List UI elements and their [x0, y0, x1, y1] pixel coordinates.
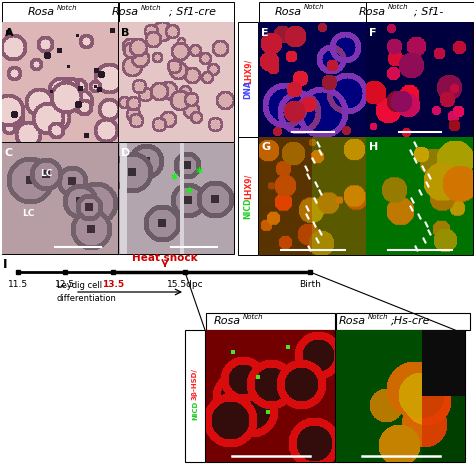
Bar — [119, 143, 234, 254]
Text: Notch: Notch — [141, 4, 162, 10]
Text: H: H — [368, 143, 378, 153]
Text: differentiation: differentiation — [57, 294, 117, 303]
Text: Notch: Notch — [368, 314, 389, 320]
Bar — [238, 137, 258, 255]
Bar — [259, 2, 366, 22]
Bar — [259, 22, 366, 137]
Text: D: D — [121, 148, 131, 158]
Bar — [2, 22, 118, 142]
Text: A: A — [4, 27, 13, 37]
Text: 13.5: 13.5 — [102, 280, 124, 289]
Text: Rosa: Rosa — [359, 7, 386, 17]
Bar — [185, 330, 205, 462]
Bar — [238, 22, 258, 137]
Text: F: F — [368, 27, 376, 37]
Bar — [336, 330, 465, 462]
Text: Rosa: Rosa — [339, 316, 366, 326]
Text: Rosa: Rosa — [28, 7, 55, 17]
Bar — [259, 137, 366, 255]
Text: 3β-HSD/: 3β-HSD/ — [192, 368, 198, 400]
Text: *: * — [196, 166, 203, 181]
Text: ; Sf1-cre: ; Sf1-cre — [169, 7, 216, 17]
Text: Birth: Birth — [299, 280, 321, 289]
Bar — [119, 2, 234, 22]
Text: Rosa: Rosa — [112, 7, 139, 17]
Text: ;Hs-cre: ;Hs-cre — [391, 316, 430, 326]
Text: DNA: DNA — [244, 80, 253, 99]
Text: ; Sf1-: ; Sf1- — [414, 7, 443, 17]
Text: 11.5: 11.5 — [8, 280, 28, 289]
Text: 12.5: 12.5 — [55, 280, 75, 289]
Text: LHX9/: LHX9/ — [244, 173, 253, 199]
Text: Leydig cell: Leydig cell — [57, 281, 102, 290]
Bar — [2, 2, 118, 22]
Bar — [119, 22, 234, 142]
Text: LHX9/: LHX9/ — [244, 59, 253, 84]
Bar — [366, 2, 474, 22]
Text: Notch: Notch — [304, 4, 324, 10]
Bar — [206, 313, 335, 330]
Text: Heat shock: Heat shock — [132, 253, 198, 263]
Bar — [2, 143, 118, 254]
Bar — [366, 22, 473, 137]
Bar — [336, 313, 470, 330]
Text: NICD: NICD — [244, 197, 253, 219]
Text: Rosa: Rosa — [274, 7, 302, 17]
Text: *: * — [171, 172, 178, 185]
Text: B: B — [121, 27, 130, 37]
Bar — [206, 330, 335, 462]
Text: Rosa: Rosa — [214, 316, 241, 326]
Text: Notch: Notch — [57, 4, 78, 10]
Text: LC: LC — [40, 169, 53, 178]
Text: I: I — [3, 257, 8, 271]
Text: NICD: NICD — [192, 401, 198, 419]
Text: *: * — [186, 186, 193, 201]
Text: E: E — [262, 27, 269, 37]
Text: G: G — [262, 143, 271, 153]
Bar — [366, 137, 473, 255]
Text: Notch: Notch — [243, 314, 264, 320]
Text: 15.5dpc: 15.5dpc — [167, 280, 203, 289]
Text: Notch: Notch — [388, 4, 409, 10]
Text: C: C — [4, 148, 13, 158]
Text: LC: LC — [22, 209, 35, 218]
